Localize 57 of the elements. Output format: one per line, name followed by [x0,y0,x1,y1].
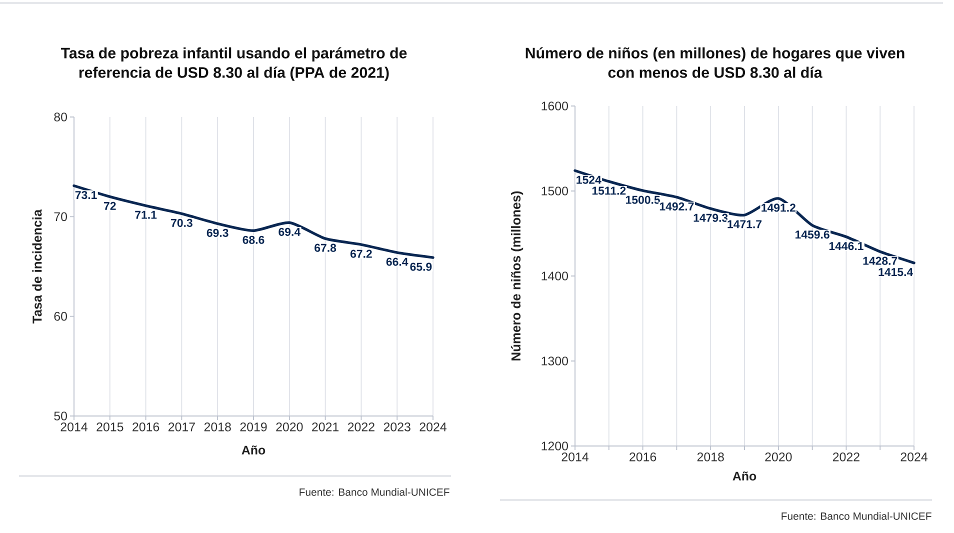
data-label: 1471.7 [728,220,762,228]
data-label: 69.3 [206,228,228,237]
y-tick-label: 50 [54,412,67,420]
y-tick-label: 60 [54,312,67,321]
data-label: 65.9 [410,262,432,271]
data-label: 1492.7 [660,202,694,211]
y-axis-title: Número de niños (millones) [510,191,524,360]
line-series [72,184,434,259]
x-tick-label: 2018 [204,422,231,432]
data-label: 66.4 [386,258,408,266]
data-label: 1524 [576,176,602,184]
x-tick-label: 2020 [765,452,792,462]
x-tick-label: 2017 [168,422,195,432]
x-tick-label: 2014 [562,452,588,462]
x-tick-label: 2023 [384,422,410,432]
x-tick-label: 2022 [832,452,860,462]
x-tick-label: 2014 [60,422,88,432]
data-label: 72 [104,202,116,210]
y-tick-label: 80 [54,112,67,122]
data-label: 68.6 [242,236,264,244]
data-label: 70.3 [171,218,192,227]
x-tick-label: 2021 [312,422,339,432]
source-note: Fuente: Banco Mundial-UNICEF [300,488,450,496]
data-label: 1511.2 [592,186,626,195]
chart-title: Tasa de pobreza infantil usando el parámetro de referencia de USD 8.30 al día (PPA de 2021) [60,47,407,81]
y-tick-label: 1200 [542,442,568,450]
x-tick-label: 2016 [132,422,160,432]
data-label: 71.1 [135,210,157,219]
x-tick-label: 2019 [240,422,267,432]
x-tick-label: 2022 [348,422,374,432]
data-label: 1415.4 [878,268,914,276]
x-tick-label: 2016 [630,452,656,462]
x-tick-label: 2020 [276,422,303,432]
data-label: 67.8 [314,244,336,252]
x-tick-label: 2024 [900,452,928,462]
data-label: 1500.5 [626,196,660,204]
y-axis-title: Tasa de incidencia [32,209,42,324]
y-tick-label: 1300 [542,356,568,366]
source-note: Fuente: Banco Mundial-UNICEF [782,512,932,520]
data-label: 1446.1 [829,242,864,250]
x-tick-label: 2018 [697,452,724,462]
y-tick-label: 1400 [542,272,568,280]
x-axis-title: Año [732,471,756,481]
data-label: 1459.6 [796,230,830,239]
x-tick-label: 2024 [420,422,446,432]
data-label: 69.4 [278,228,300,236]
chart-title: Número de niños (en millones) de hogares que viven con menos de USD 8.30 al día [526,47,904,78]
data-label: 1428.7 [863,256,898,265]
data-label: 67.2 [350,250,372,258]
y-tick-label: 1600 [542,102,568,110]
y-tick-label: 70 [54,212,67,222]
y-tick-label: 1500 [542,186,568,196]
data-label: 73.1 [75,190,97,200]
x-axis-title: Año [242,445,266,455]
x-tick-label: 2015 [96,422,124,432]
data-label: 1479.3 [694,214,728,222]
data-label: 1491.2 [762,204,796,212]
